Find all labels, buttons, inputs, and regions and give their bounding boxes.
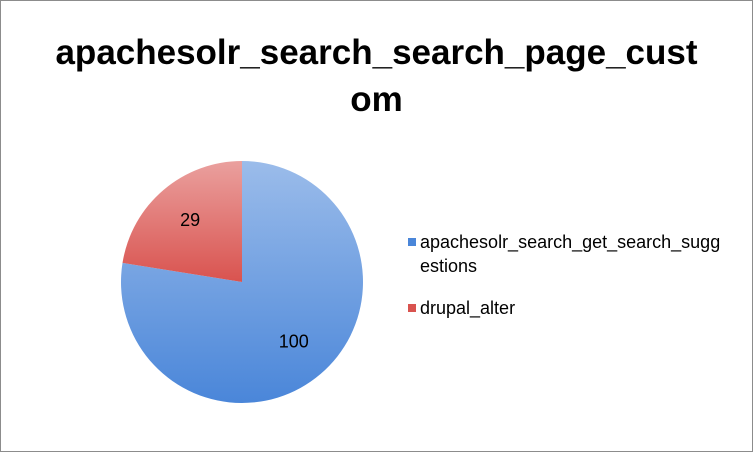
legend-item-drupal-alter: drupal_alter	[406, 296, 515, 320]
legend-label-drupal-alter: drupal_alter	[420, 298, 516, 318]
data-label-apachesolr: 100	[279, 332, 309, 352]
chart-title: apachesolr_search_search_page_cust om	[1, 29, 752, 123]
chart-title-line-2: om	[350, 80, 403, 119]
legend-label-apachesolr-line-2: estions	[420, 256, 478, 276]
data-label-drupal-alter: 29	[180, 210, 200, 230]
pie-slice-drupal-alter	[122, 161, 242, 282]
chart-title-line-1: apachesolr_search_search_page_cust	[55, 33, 698, 72]
legend-item-apachesolr: apachesolr_search_get_search_sugg estion…	[406, 230, 720, 278]
legend-swatch-apachesolr	[408, 238, 416, 246]
legend-swatch-drupal-alter	[408, 304, 416, 312]
legend-label-apachesolr-line-1: apachesolr_search_get_search_sugg	[420, 232, 721, 252]
